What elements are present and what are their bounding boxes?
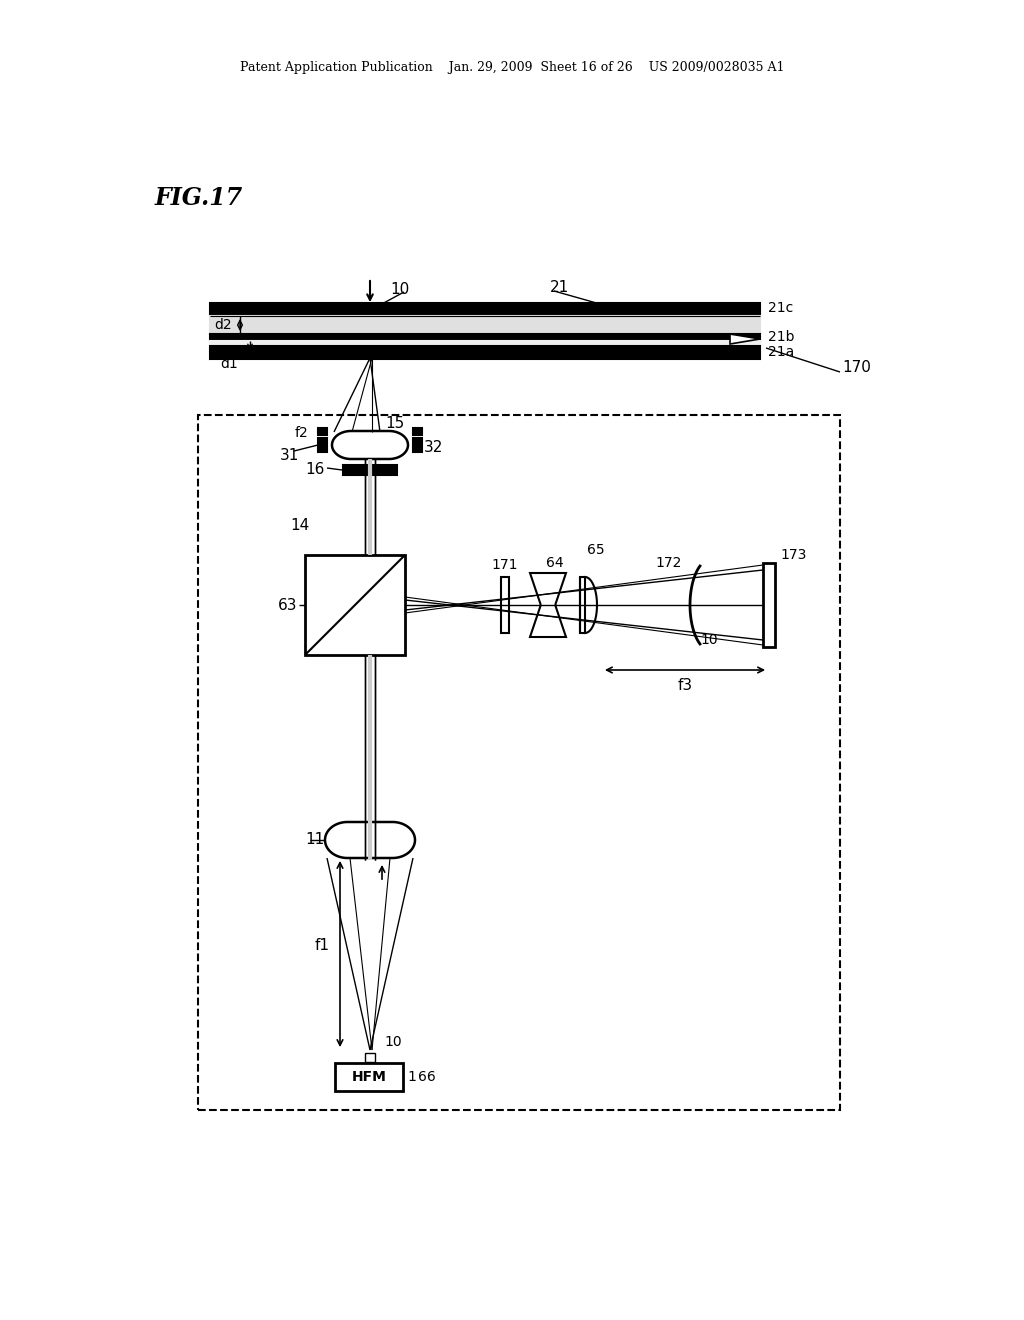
Text: FIG.17: FIG.17: [155, 186, 244, 210]
Polygon shape: [325, 822, 415, 858]
Bar: [365, 1053, 375, 1063]
Bar: [343, 465, 397, 475]
Text: d1: d1: [220, 356, 238, 371]
Text: 31: 31: [280, 447, 299, 462]
Bar: [210, 334, 760, 341]
Text: d2: d2: [214, 318, 232, 333]
Bar: [210, 304, 760, 315]
Bar: [413, 438, 422, 451]
Bar: [210, 346, 760, 359]
Polygon shape: [332, 432, 408, 459]
Bar: [318, 438, 327, 451]
Text: 173: 173: [780, 548, 806, 562]
Text: 10: 10: [700, 634, 718, 647]
Polygon shape: [530, 573, 566, 638]
Text: 14: 14: [291, 517, 310, 532]
Text: HFM: HFM: [351, 1071, 386, 1084]
Text: f2: f2: [294, 426, 308, 440]
Text: 21c: 21c: [768, 301, 794, 315]
Text: 16: 16: [305, 462, 325, 478]
Bar: [198, 414, 840, 1110]
Bar: [763, 564, 775, 647]
Text: 11: 11: [305, 833, 325, 847]
Bar: [305, 554, 406, 655]
Bar: [580, 577, 585, 634]
Text: 170: 170: [842, 360, 870, 375]
Bar: [335, 1063, 403, 1092]
Text: 15: 15: [385, 416, 404, 430]
Text: f3: f3: [678, 678, 692, 693]
Text: 66: 66: [418, 1071, 436, 1084]
Bar: [501, 577, 509, 634]
Polygon shape: [730, 334, 760, 345]
Text: 10: 10: [384, 1035, 401, 1049]
Text: 21a: 21a: [768, 345, 795, 359]
Bar: [318, 428, 327, 436]
Bar: [210, 341, 760, 346]
Text: 172: 172: [655, 556, 681, 570]
Text: 21: 21: [550, 281, 569, 296]
Bar: [210, 315, 760, 334]
Bar: [413, 428, 422, 436]
Text: 171: 171: [492, 558, 518, 572]
Text: 1: 1: [407, 1071, 416, 1084]
Text: 10: 10: [390, 282, 410, 297]
Text: 21b: 21b: [768, 330, 795, 345]
Text: Patent Application Publication    Jan. 29, 2009  Sheet 16 of 26    US 2009/00280: Patent Application Publication Jan. 29, …: [240, 62, 784, 74]
Text: 64: 64: [546, 556, 563, 570]
Text: 32: 32: [424, 440, 443, 454]
Text: f1: f1: [315, 937, 330, 953]
Text: 65: 65: [587, 543, 604, 557]
Text: 63: 63: [278, 598, 297, 612]
